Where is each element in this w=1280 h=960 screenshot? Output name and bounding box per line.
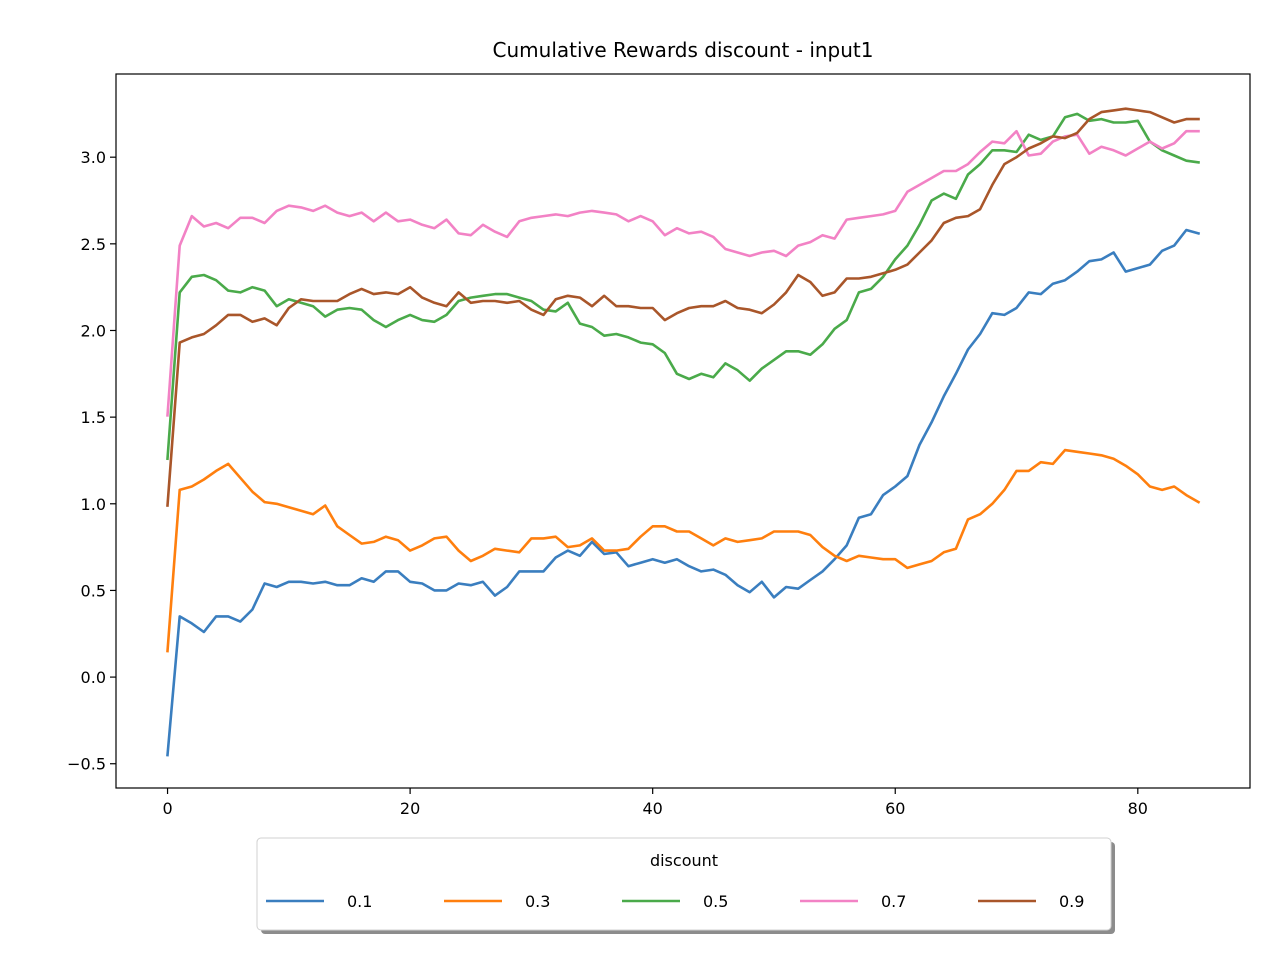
y-tick-label: −0.5 <box>67 755 106 774</box>
x-axis: 0 20 40 60 80 <box>162 788 1148 818</box>
series-layer <box>166 107 1201 757</box>
y-tick-label: 3.0 <box>81 148 106 167</box>
x-tick-label: 60 <box>885 799 905 818</box>
y-tick-label: 2.5 <box>81 235 106 254</box>
chart-title: Cumulative Rewards discount - input1 <box>493 38 874 62</box>
y-tick-label: 0.0 <box>81 668 106 687</box>
legend-box <box>256 837 1112 931</box>
legend-label-3: 0.7 <box>881 892 906 911</box>
series-line-4 <box>166 107 1200 507</box>
legend-label-4: 0.9 <box>1059 892 1084 911</box>
x-tick-label: 40 <box>642 799 662 818</box>
legend-items: 0.1 0.3 0.5 0.7 0.9 <box>266 892 1084 911</box>
y-tick-label: 1.0 <box>81 495 106 514</box>
legend-label-1: 0.3 <box>525 892 550 911</box>
plot-frame <box>115 73 1251 789</box>
legend-label-0: 0.1 <box>347 892 372 911</box>
legend-label-2: 0.5 <box>703 892 728 911</box>
y-tick-label: 0.5 <box>81 581 106 600</box>
legend-title: discount <box>650 851 718 870</box>
x-tick-label: 20 <box>400 799 420 818</box>
x-tick-label: 0 <box>162 799 172 818</box>
series-line-1 <box>166 448 1201 653</box>
series-line-0 <box>166 228 1201 757</box>
legend: discount 0.1 0.3 0.5 0.7 0.9 <box>256 837 1115 934</box>
x-tick-label: 80 <box>1128 799 1148 818</box>
y-axis: −0.5 0.0 0.5 1.0 1.5 2.0 2.5 3.0 <box>67 148 116 774</box>
y-tick-label: 2.0 <box>81 321 106 340</box>
series-line-3 <box>166 129 1200 417</box>
y-tick-label: 1.5 <box>81 408 106 427</box>
series-line-2 <box>166 112 1200 461</box>
